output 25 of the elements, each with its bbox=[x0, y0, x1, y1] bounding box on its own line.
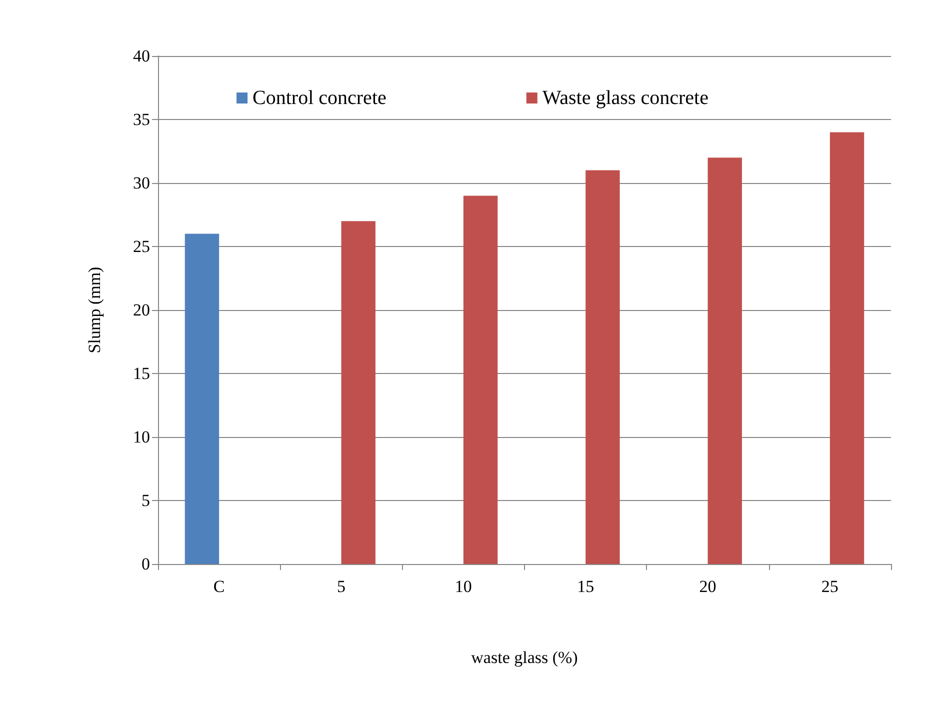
legend-label: Waste glass concrete bbox=[542, 87, 709, 109]
y-tick-label: 35 bbox=[133, 110, 150, 129]
y-tick-label: 30 bbox=[133, 174, 150, 192]
x-tick-label: 25 bbox=[821, 577, 838, 596]
legend-label: Control concrete bbox=[252, 87, 386, 109]
x-axis-title: waste glass (%) bbox=[471, 648, 578, 667]
x-tick-label: 5 bbox=[337, 577, 346, 596]
y-tick-label: 0 bbox=[142, 554, 150, 574]
bar bbox=[184, 234, 220, 564]
y-tick-label: 10 bbox=[133, 428, 150, 446]
y-tick-label: 40 bbox=[133, 46, 150, 66]
x-tick-label: 20 bbox=[699, 577, 716, 596]
y-tick-label: 25 bbox=[133, 237, 150, 256]
x-tick-label: 15 bbox=[577, 577, 594, 596]
bar bbox=[463, 196, 498, 564]
bar bbox=[708, 158, 742, 564]
y-axis-title: Slump (mm) bbox=[85, 266, 104, 354]
x-tick-label: 10 bbox=[454, 577, 472, 596]
y-tick-label: 20 bbox=[133, 300, 150, 320]
bar bbox=[341, 221, 376, 564]
y-tick-label: 5 bbox=[142, 491, 150, 510]
x-tick-label: C bbox=[213, 577, 225, 596]
bar bbox=[830, 132, 864, 564]
y-tick-label: 15 bbox=[133, 364, 150, 383]
bar bbox=[586, 170, 620, 564]
